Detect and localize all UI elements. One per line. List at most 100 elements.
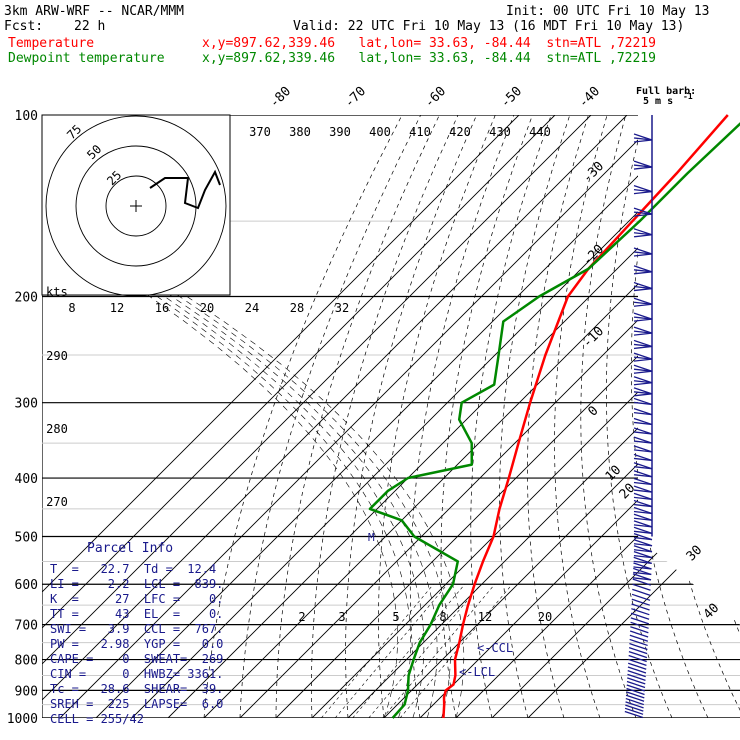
moist-adiabat	[107, 268, 398, 718]
wind-barb	[630, 621, 649, 629]
pressure-tick-label: 500	[15, 530, 38, 545]
wind-barb	[630, 612, 650, 620]
wind-barb	[633, 265, 653, 273]
wind-barb	[633, 457, 653, 462]
wind-barb	[633, 485, 653, 493]
isotherm-label: -50	[498, 84, 525, 111]
wind-barbs	[624, 115, 653, 719]
isotherm	[347, 115, 740, 718]
isotherm-label: -60	[422, 84, 449, 111]
parcel-row: SREH = 225 LAPSE= 6.0	[50, 697, 223, 711]
wind-barb	[633, 228, 653, 236]
hodograph-speed-label: 20	[200, 301, 214, 315]
wind-barb	[633, 517, 653, 521]
wind-barb	[629, 630, 649, 638]
wind-barb	[633, 571, 652, 576]
ccl-marker: <-CCL	[477, 641, 513, 655]
pressure-tick-label: 600	[15, 578, 38, 593]
parcel-row: PW = 2.98 YGP = 0.0	[50, 637, 223, 651]
wind-barb	[633, 376, 653, 384]
mixing-ratio-label: 20	[538, 610, 552, 624]
isotherm-label: -40	[576, 84, 603, 111]
wind-barb	[633, 474, 653, 478]
wind-barb	[633, 185, 653, 193]
isotherm-label: -70	[342, 84, 369, 111]
isotherm	[239, 115, 740, 718]
mixing-ratio-label: 2	[298, 610, 305, 624]
temperature-line	[442, 114, 729, 719]
wind-barb	[633, 545, 653, 553]
pressure-tick-label: 400	[15, 472, 38, 487]
wind-barb	[633, 526, 653, 534]
wind-barb	[627, 666, 647, 674]
wind-barb	[633, 524, 653, 528]
wind-barb	[631, 608, 650, 616]
wind-barb	[633, 421, 653, 426]
isotherm	[42, 115, 520, 718]
wind-barb	[632, 588, 651, 596]
wind-barb	[633, 554, 653, 559]
wind-barb	[633, 436, 653, 444]
wind-barb	[633, 318, 653, 322]
isotherm-label: 30	[684, 543, 706, 565]
parcel-row: CIN = 0 HWBZ= 3361.	[50, 667, 223, 681]
dry-adiabat	[724, 115, 740, 718]
parcel-row: T = 22.7 Td = 12.4	[50, 562, 216, 576]
isotherm	[383, 115, 740, 718]
dry-adiabat	[701, 115, 740, 718]
isotherm	[42, 115, 592, 718]
hodograph-speed-label: 12	[110, 301, 124, 315]
hodograph-speed-label: 28	[290, 301, 304, 315]
wind-barb	[633, 530, 653, 534]
hodograph-speed-label: 24	[245, 301, 259, 315]
wind-barb	[626, 680, 646, 689]
wind-barb	[633, 326, 653, 334]
wind-barb	[633, 247, 653, 255]
wind-barb	[633, 352, 653, 360]
dry-adiabat	[527, 115, 589, 718]
hodograph-ring	[45, 115, 227, 297]
isotherm	[275, 115, 740, 718]
barb-legend-exponent: -1	[683, 92, 693, 101]
init-time: Init: 00 UTC Fri 10 May 13	[506, 4, 710, 19]
parcel-info-title: Parcel Info	[87, 541, 173, 556]
wind-barb	[633, 549, 653, 553]
wind-barb	[633, 164, 653, 168]
wind-barb	[627, 673, 646, 681]
wind-barb	[629, 642, 648, 651]
wind-barb	[624, 707, 644, 715]
wind-barb	[628, 654, 647, 663]
parcel-info-panel: Parcel Info T = 22.7 Td = 12.4 LI = 2.2 …	[50, 541, 223, 726]
wind-barb	[633, 213, 653, 217]
temperature-legend: Temperature	[8, 36, 94, 51]
mixing-ratio-line	[368, 584, 482, 718]
isotherm	[42, 115, 628, 718]
hodograph-speed-label: 32	[335, 301, 349, 315]
isotherm-label: -20	[580, 242, 607, 269]
wind-barb	[633, 287, 653, 292]
dry-adiabat	[655, 115, 740, 718]
barb-legend-line2: 5 m s	[643, 96, 673, 107]
wind-barb	[633, 380, 653, 384]
wind-barb	[633, 316, 653, 320]
mixing-ratio-label: 5	[392, 610, 399, 624]
wind-barb	[633, 397, 653, 406]
sounding-traces	[368, 114, 740, 719]
wind-barb	[633, 417, 653, 426]
hodograph-unit: kts	[46, 285, 68, 299]
wind-barb	[633, 312, 653, 320]
wind-barb	[630, 626, 649, 634]
wind-barb	[633, 408, 653, 416]
dry-adiabat	[409, 115, 515, 718]
isotherm	[59, 115, 664, 718]
wind-barb	[633, 510, 653, 515]
dry-adiabat	[499, 115, 571, 718]
wind-barb	[633, 139, 653, 143]
wind-barb	[633, 211, 653, 215]
wind-barb	[633, 391, 653, 395]
wind-barb	[633, 368, 653, 372]
wind-barb	[633, 332, 653, 336]
mixing-ratio-label: 3	[338, 610, 345, 624]
mixing-ratio-label: 12	[478, 610, 492, 624]
